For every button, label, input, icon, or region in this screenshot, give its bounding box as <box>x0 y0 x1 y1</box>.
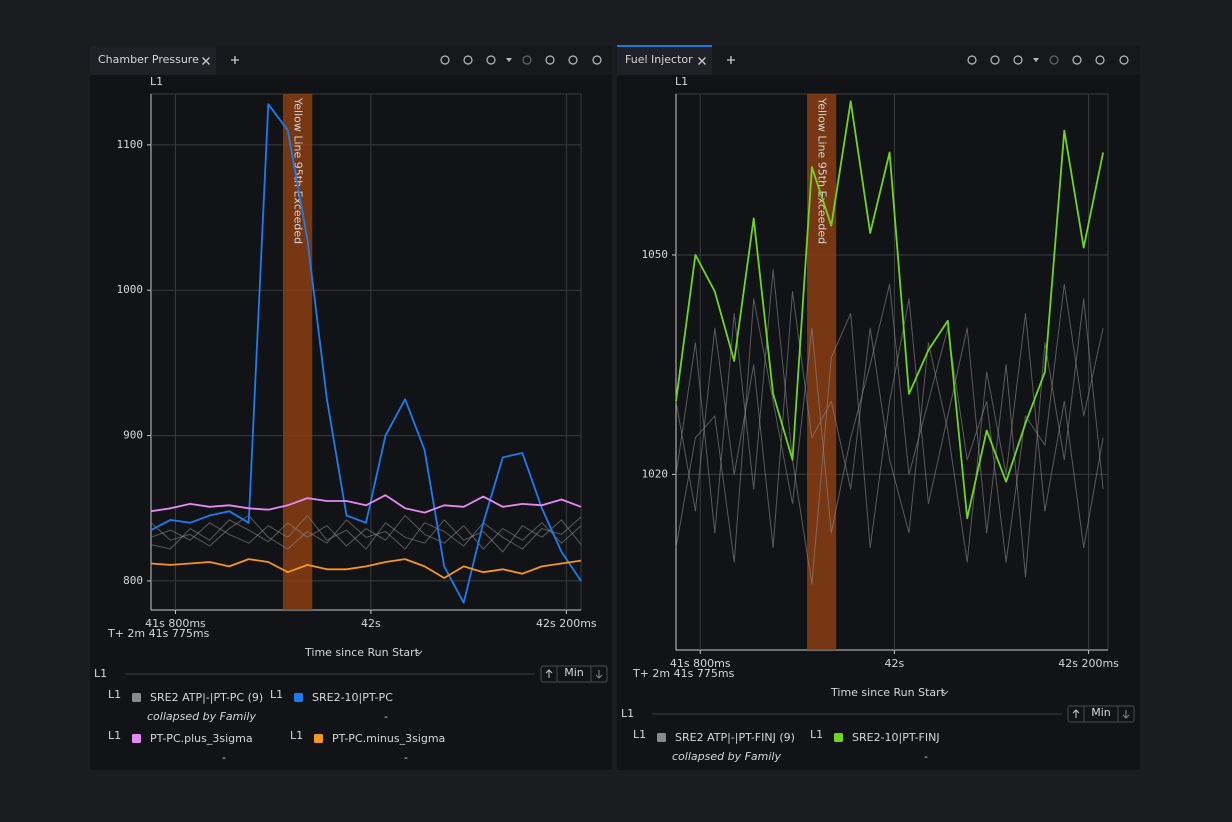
toolbar-icon[interactable] <box>486 55 496 65</box>
y-tick-label: 900 <box>123 429 143 442</box>
x-tick-label: 42s 200ms <box>536 617 597 630</box>
y-axis-label: L1 <box>150 75 163 88</box>
collapsed-trace <box>675 283 1104 563</box>
sort-label[interactable]: Min <box>1091 706 1111 719</box>
toolbar-icon[interactable] <box>1095 55 1105 65</box>
annotation-band <box>807 94 837 650</box>
toolbar-dropdown[interactable] <box>506 58 512 62</box>
x-origin-label: T+ 2m 41s 775ms <box>632 667 735 680</box>
collapsed-trace <box>150 515 582 550</box>
tab-close[interactable] <box>698 57 706 65</box>
toolbar-icon[interactable] <box>522 55 532 65</box>
y-tick-label: 1050 <box>642 248 669 261</box>
collapsed-trace <box>150 515 582 550</box>
annotation-label: Yellow Line 95th Exceeded <box>816 97 829 244</box>
toolbar-icon[interactable] <box>592 55 602 65</box>
x-axis-label[interactable]: Time since Run Start <box>830 686 946 699</box>
collapsed-trace <box>675 291 1104 563</box>
add-tab[interactable] <box>231 56 239 64</box>
toolbar-icon[interactable] <box>967 55 977 65</box>
legend-name[interactable]: SRE2-10|PT-FINJ <box>852 731 940 744</box>
x-axis-dropdown[interactable] <box>415 650 423 655</box>
annotation-label: Yellow Line 95th Exceeded <box>292 97 305 244</box>
legend-note: collapsed by Family <box>147 710 256 723</box>
toolbar-icon[interactable] <box>545 55 555 65</box>
legend-axis: L1 <box>810 728 823 741</box>
legend-swatch <box>657 733 666 742</box>
sort-asc[interactable] <box>545 669 553 678</box>
legend-axis: L1 <box>290 729 303 742</box>
x-tick-label: 41s 800ms <box>145 617 206 630</box>
y-tick-label: 800 <box>123 574 143 587</box>
tab-title: Fuel Injector <box>625 53 693 66</box>
x-axis-label[interactable]: Time since Run Start <box>304 646 420 659</box>
tab-active-indicator <box>617 45 712 47</box>
series-line <box>150 494 582 514</box>
toolbar-dropdown[interactable] <box>1033 58 1039 62</box>
legend-title: L1 <box>94 667 107 680</box>
y-axis-label: L1 <box>675 75 688 88</box>
y-tick-label: 1020 <box>642 467 669 480</box>
legend-name[interactable]: SRE2-10|PT-PC <box>312 691 393 704</box>
sort-control[interactable] <box>1067 705 1135 723</box>
legend-note: collapsed by Family <box>672 750 781 763</box>
legend-title: L1 <box>621 707 634 720</box>
legend-note: - <box>384 710 388 723</box>
series-line <box>150 558 582 579</box>
toolbar-icon[interactable] <box>1013 55 1023 65</box>
toolbar-icon[interactable] <box>440 55 450 65</box>
legend-axis: L1 <box>633 728 646 741</box>
series-line <box>675 100 1104 520</box>
legend-axis: L1 <box>108 688 121 701</box>
y-tick-label: 1100 <box>117 138 144 151</box>
x-tick-label: 42s <box>885 657 905 670</box>
legend-axis: L1 <box>270 688 283 701</box>
x-axis-dropdown[interactable] <box>941 690 949 695</box>
toolbar-icon[interactable] <box>463 55 473 65</box>
legend-swatch <box>132 734 141 743</box>
legend-swatch <box>834 733 843 742</box>
legend-name[interactable]: PT-PC.plus_3sigma <box>150 732 253 745</box>
legend-name[interactable]: SRE2 ATP|-|PT-FINJ (9) <box>675 731 795 744</box>
series-line <box>150 103 582 604</box>
legend-note: - <box>404 751 408 764</box>
toolbar-icon[interactable] <box>990 55 1000 65</box>
legend-swatch <box>132 693 141 702</box>
legend-swatch <box>294 693 303 702</box>
tab[interactable] <box>90 46 216 75</box>
legend-name[interactable]: PT-PC.minus_3sigma <box>332 732 445 745</box>
panel <box>617 46 1140 770</box>
legend-axis: L1 <box>108 729 121 742</box>
y-tick-label: 1000 <box>117 283 144 296</box>
toolbar-icon[interactable] <box>1072 55 1082 65</box>
sort-control[interactable] <box>540 665 608 683</box>
legend-swatch <box>314 734 323 743</box>
legend-note: - <box>924 750 928 763</box>
sort-label[interactable]: Min <box>564 666 584 679</box>
x-tick-label: 42s 200ms <box>1058 657 1119 670</box>
panel <box>90 46 612 770</box>
collapsed-trace <box>150 515 582 553</box>
tab-close[interactable] <box>202 57 210 65</box>
legend-note: - <box>222 751 226 764</box>
legend-name[interactable]: SRE2 ATP|-|PT-PC (9) <box>150 691 263 704</box>
collapsed-trace <box>675 269 1104 585</box>
sort-asc[interactable] <box>1072 709 1080 718</box>
x-tick-label: 42s <box>361 617 381 630</box>
x-origin-label: T+ 2m 41s 775ms <box>107 627 210 640</box>
sort-desc[interactable] <box>1122 710 1130 719</box>
toolbar-icon[interactable] <box>1119 55 1129 65</box>
toolbar-icon[interactable] <box>568 55 578 65</box>
sort-desc[interactable] <box>595 670 603 679</box>
tab[interactable] <box>617 46 712 75</box>
x-tick-label: 41s 800ms <box>670 657 731 670</box>
toolbar-icon[interactable] <box>1049 55 1059 65</box>
tab-title: Chamber Pressure <box>98 53 199 66</box>
add-tab[interactable] <box>727 56 735 64</box>
